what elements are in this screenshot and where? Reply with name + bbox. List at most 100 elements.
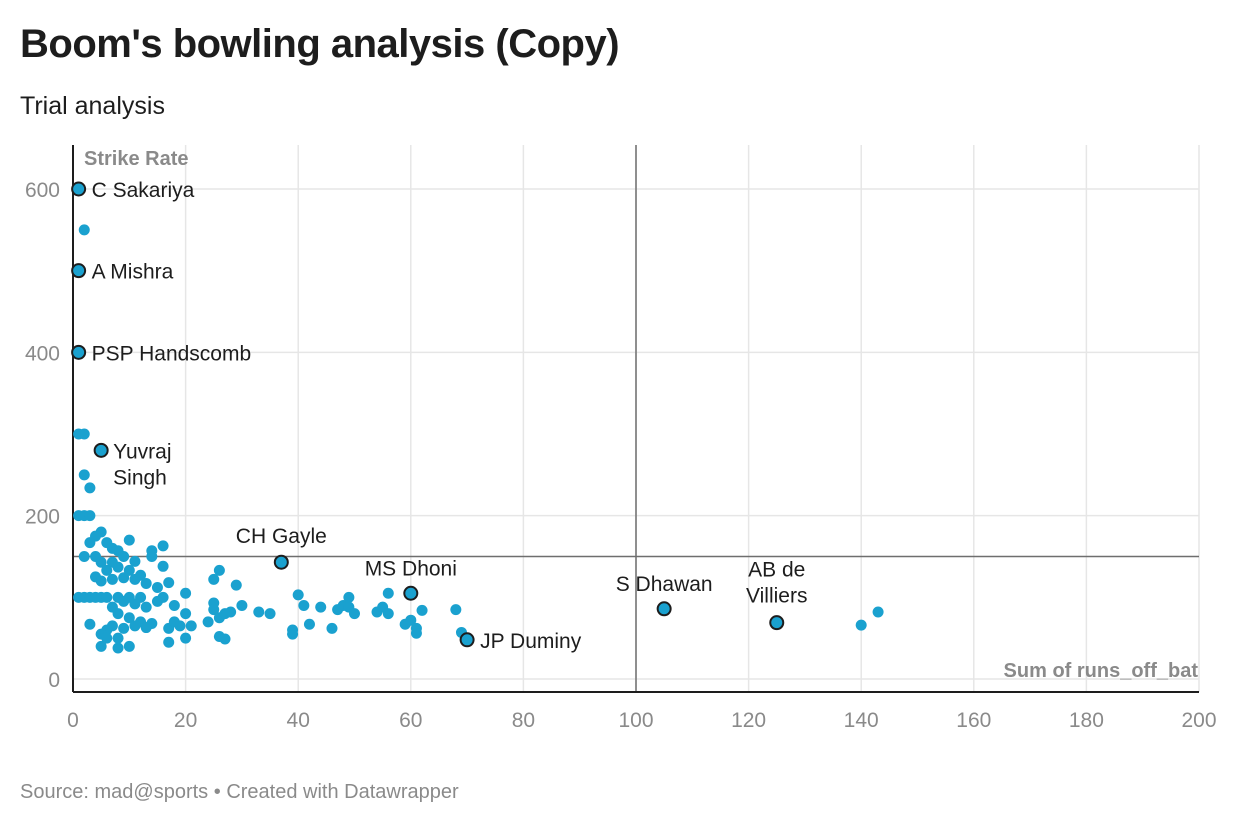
data-point xyxy=(112,608,124,620)
data-point xyxy=(157,560,169,572)
data-point xyxy=(168,600,180,611)
data-point xyxy=(163,577,175,589)
x-tick-label: 0 xyxy=(67,709,79,732)
data-point xyxy=(292,589,304,601)
x-tick-label: 100 xyxy=(618,709,653,732)
data-point xyxy=(157,540,169,552)
data-point xyxy=(174,620,186,632)
data-point xyxy=(140,622,152,634)
data-points xyxy=(71,181,884,654)
source-name: mad@sports xyxy=(94,781,209,803)
y-axis-title: Strike Rate xyxy=(84,148,189,170)
x-tick-label: 160 xyxy=(956,709,991,732)
tick-labels: 0 20 40 60 80 100 120 140 160 180 200 0 200 400 600 Str… xyxy=(25,148,1217,732)
point-label: C Sakariya xyxy=(92,179,195,202)
created-with: Created with Datawrapper xyxy=(226,781,459,803)
data-point xyxy=(303,618,315,630)
x-tick-label: 140 xyxy=(844,709,879,732)
data-point xyxy=(236,600,248,611)
data-point xyxy=(213,564,225,576)
data-point xyxy=(151,582,163,594)
data-point xyxy=(450,604,462,616)
data-point xyxy=(112,632,124,644)
data-point xyxy=(84,537,96,549)
highlighted-point xyxy=(71,181,87,197)
x-tick-label: 180 xyxy=(1069,709,1104,732)
data-point xyxy=(349,608,360,620)
data-point xyxy=(230,579,242,591)
point-label: MS Dhoni xyxy=(365,557,457,580)
highlighted-point xyxy=(93,442,109,458)
point-labels: C Sakariya A Mishra PSP Handscomb Yuvraj Sin… xyxy=(92,179,808,653)
x-tick-label: 60 xyxy=(399,709,422,732)
x-tick-label: 80 xyxy=(512,709,535,732)
data-point xyxy=(112,642,124,654)
data-point xyxy=(78,224,90,236)
data-point xyxy=(225,606,237,618)
data-point xyxy=(101,632,113,644)
data-point xyxy=(343,591,355,603)
point-label: JP Duminy xyxy=(480,630,582,653)
data-point xyxy=(163,636,175,648)
data-point xyxy=(106,573,118,585)
highlighted-point xyxy=(656,601,672,617)
y-tick-label: 200 xyxy=(25,506,60,529)
data-point xyxy=(326,622,338,634)
data-point xyxy=(129,598,141,610)
data-point xyxy=(101,591,113,603)
point-label-line: Yuvraj xyxy=(113,440,171,463)
point-label: A Mishra xyxy=(92,261,174,284)
data-point xyxy=(84,618,96,630)
data-point xyxy=(140,577,152,589)
point-label: Yuvraj Singh xyxy=(113,440,171,489)
highlighted-point xyxy=(71,344,87,360)
data-point xyxy=(410,627,422,639)
data-point xyxy=(106,542,118,554)
x-tick-label: 20 xyxy=(174,709,197,732)
data-point xyxy=(95,575,107,587)
data-point xyxy=(382,608,394,620)
data-point xyxy=(208,604,220,616)
point-label: PSP Handscomb xyxy=(92,342,252,365)
data-point xyxy=(95,556,107,568)
x-tick-label: 40 xyxy=(287,709,310,732)
highlighted-point xyxy=(71,263,87,279)
data-point xyxy=(129,620,141,632)
point-label: AB de Villiers xyxy=(746,559,807,608)
x-tick-label: 200 xyxy=(1181,709,1216,732)
data-point xyxy=(101,564,113,576)
data-point xyxy=(123,534,135,546)
point-label-line: Singh xyxy=(113,466,167,489)
data-point xyxy=(129,555,141,567)
data-point xyxy=(405,614,417,626)
data-point xyxy=(416,604,428,616)
highlighted-point xyxy=(403,585,419,601)
data-point xyxy=(129,573,141,585)
x-tick-label: 120 xyxy=(731,709,766,732)
scatter-chart: 0 20 40 60 80 100 120 140 160 180 200 0 200 400 600 Str… xyxy=(25,145,1217,732)
data-point xyxy=(78,428,90,440)
y-tick-label: 600 xyxy=(25,179,60,202)
data-point xyxy=(118,572,130,584)
data-point xyxy=(202,616,214,628)
chart-title: Boom's bowling analysis (Copy) xyxy=(20,22,620,66)
data-point xyxy=(180,587,192,599)
data-point xyxy=(287,628,299,640)
data-point xyxy=(118,595,130,607)
chart-subtitle: Trial analysis xyxy=(20,92,165,120)
data-point xyxy=(78,469,90,481)
data-point xyxy=(118,622,130,634)
source-label: Source: xyxy=(20,781,89,803)
reference-lines xyxy=(73,145,1199,692)
axes xyxy=(72,145,1199,693)
data-point xyxy=(84,510,96,522)
data-point xyxy=(146,551,158,562)
data-point xyxy=(855,619,867,631)
point-label: CH Gayle xyxy=(236,525,327,548)
data-point xyxy=(118,551,130,562)
point-label-line: AB de xyxy=(748,559,805,582)
data-point xyxy=(84,482,96,494)
data-point xyxy=(185,620,197,632)
data-point xyxy=(123,640,135,652)
highlighted-point xyxy=(273,554,289,570)
